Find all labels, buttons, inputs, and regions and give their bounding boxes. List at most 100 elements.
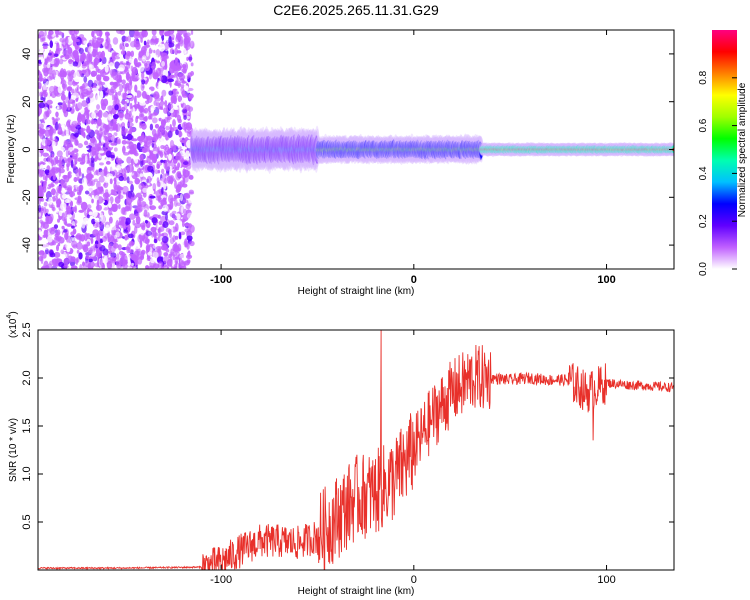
heatmap-cell [119,43,123,50]
heatmap-cell [72,61,79,67]
heatmap-cell [43,111,48,120]
heatmap-cell [93,178,98,183]
heatmap-cell [186,56,189,62]
heatmap-cell [43,93,48,98]
heatmap-cell [44,52,48,59]
heatmap-cell [39,170,46,177]
heatmap-cell [52,206,56,212]
heatmap-cell [111,203,119,210]
heatmap-cell [66,245,71,253]
heatmap-cell [114,56,121,60]
heatmap-cell [136,204,143,213]
heatmap-cell [73,70,80,80]
heatmap-cell [39,45,44,54]
heatmap-cell [121,45,126,51]
heatmap-cell [178,73,185,81]
heatmap-cell [65,205,72,214]
heatmap-cell [63,174,70,183]
heatmap-cell [60,139,63,144]
heatmap-cell [175,80,178,85]
heatmap-cell [88,249,93,255]
heatmap-cell [124,43,129,48]
heatmap-cell [134,157,139,164]
heatmap-cell [160,159,164,163]
heatmap-cell [165,213,168,221]
heatmap-cell [152,182,157,192]
heatmap-cell [44,138,51,147]
heatmap-cell [83,76,88,83]
heatmap-cell [44,30,47,37]
heatmap-cell [128,180,133,185]
heatmap-cell [156,222,160,230]
heatmap-cell [126,94,133,99]
heatmap-cell [105,150,112,158]
heatmap-cell [132,128,136,132]
heatmap-cell [48,196,53,205]
heatmap-cell [121,79,126,85]
heatmap-cell [168,103,174,110]
heatmap-cell [178,220,183,227]
heatmap-cell [76,199,83,206]
heatmap-cell [144,64,150,72]
heatmap-cell [114,184,121,192]
heatmap-cell [55,167,61,172]
heatmap-cell [129,242,135,246]
heatmap-cell [44,169,50,174]
heatmap-cell [104,41,109,50]
heatmap-cell [187,223,193,228]
heatmap-cell [87,110,90,119]
heatmap-cell [63,264,69,269]
heatmap-cell [123,229,128,234]
heatmap-cell [60,249,65,255]
heatmap-cell [182,161,189,166]
heatmap-cell [157,139,164,147]
heatmap-cell [56,204,59,208]
heatmap-cell [77,102,83,110]
heatmap-cell [142,237,149,244]
heatmap-cell [168,64,175,74]
heatmap-cell [180,83,185,89]
heatmap-cell [168,229,171,236]
heatmap-cell [38,129,46,134]
heatmap-cell [113,147,118,152]
heatmap-cell [158,205,163,210]
heatmap-cell [94,188,102,195]
heatmap-cell [100,214,106,223]
heatmap-cell [76,84,80,92]
heatmap-cell [64,232,69,241]
heatmap-cell [46,147,50,151]
heatmap-cell [75,242,83,250]
heatmap-cell [141,147,148,153]
heatmap-cell [60,202,67,211]
heatmap-cell [131,138,138,142]
heatmap-region-1 [189,125,320,174]
heatmap-cell [43,89,47,94]
heatmap-cell [66,86,72,92]
heatmap-cell [188,191,195,195]
heatmap-cell [59,220,65,224]
heatmap-cell [81,220,86,229]
heatmap-cell [81,100,88,107]
heatmap-cell [190,62,194,67]
heatmap-cell [42,45,48,50]
heatmap-cell [149,123,154,131]
heatmap-cell [105,136,111,142]
heatmap-cell [65,96,70,104]
heatmap-cell [46,99,53,105]
heatmap-cell [182,199,189,204]
heatmap-cell [134,95,137,105]
heatmap-cell [71,240,78,248]
heatmap-cell [57,31,65,36]
heatmap-cell [53,224,59,229]
heatmap-cell [74,30,80,35]
heatmap-cell [121,35,127,42]
heatmap-cell [88,45,93,53]
heatmap-cell [87,102,93,111]
heatmap-cell [178,257,183,265]
heatmap-cell [187,72,193,78]
heatmap-cell [102,75,110,82]
heatmap-cell [114,95,118,99]
heatmap-cell [71,206,77,212]
heatmap-cell [68,147,75,151]
heatmap-cell [154,232,159,237]
